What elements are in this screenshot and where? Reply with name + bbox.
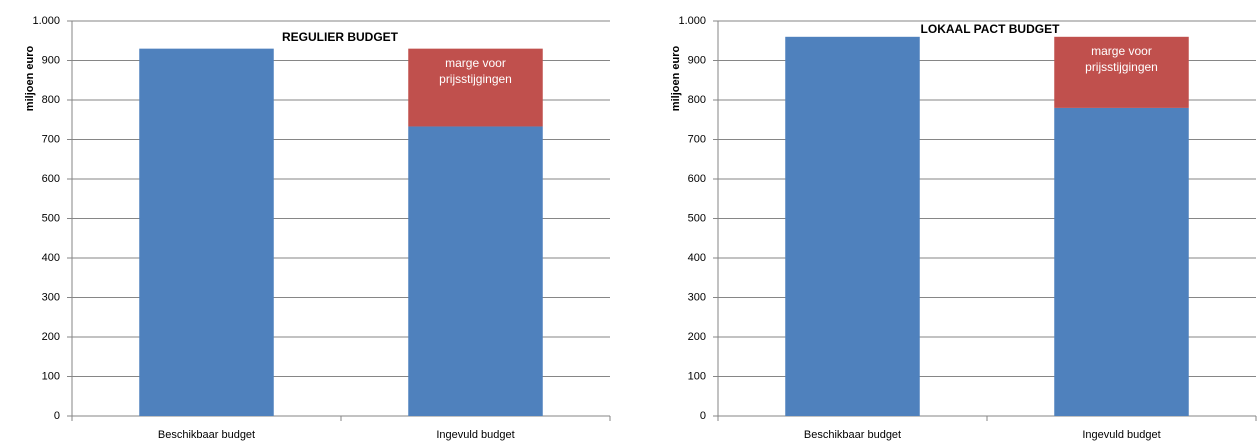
y-tick-label: 1.000 [678, 15, 706, 27]
y-tick-label: 600 [42, 173, 60, 185]
bar-segment [408, 126, 543, 416]
segment-label-text: marge voor prijsstijgingen [1085, 43, 1158, 74]
segment-label: marge voor prijsstijgingen [439, 55, 512, 86]
x-tick-label: Beschikbaar budget [158, 429, 255, 441]
y-tick-label: 300 [688, 291, 706, 303]
bar-segment [408, 48, 543, 127]
y-tick-label: 200 [42, 331, 60, 343]
y-tick-label: 900 [42, 54, 60, 66]
y-tick-label: 900 [688, 54, 706, 66]
y-tick-label: 500 [42, 212, 60, 224]
y-tick-label: 700 [42, 133, 60, 145]
chart-title: LOKAAL PACT BUDGET [921, 22, 1061, 36]
segment-label: marge voor prijsstijgingen [1085, 43, 1158, 74]
y-tick-label: 100 [42, 370, 60, 382]
x-tick-label: Ingevuld budget [436, 429, 514, 441]
y-tick-label: 0 [700, 410, 706, 422]
y-tick-label: 400 [42, 252, 60, 264]
y-tick-label: 700 [688, 133, 706, 145]
y-tick-label: 100 [688, 370, 706, 382]
bar-segment [1054, 36, 1189, 108]
y-tick-label: 400 [688, 252, 706, 264]
bar-segment [785, 36, 920, 417]
x-tick-label: Beschikbaar budget [804, 429, 901, 441]
y-axis-label: miljoen euro [670, 46, 682, 112]
bar-segment [1054, 107, 1189, 417]
y-tick-label: 600 [688, 173, 706, 185]
y-tick-label: 800 [688, 94, 706, 106]
chart-title: REGULIER BUDGET [282, 30, 399, 44]
y-tick-label: 1.000 [32, 15, 60, 27]
x-tick-label: Ingevuld budget [1082, 429, 1160, 441]
y-tick-label: 300 [42, 291, 60, 303]
y-tick-label: 500 [688, 212, 706, 224]
y-axis-label: miljoen euro [24, 46, 36, 112]
y-tick-label: 0 [54, 410, 60, 422]
y-tick-label: 800 [42, 94, 60, 106]
segment-label-text: marge voor prijsstijgingen [439, 55, 512, 86]
y-tick-label: 200 [688, 331, 706, 343]
bar-segment [139, 48, 274, 417]
